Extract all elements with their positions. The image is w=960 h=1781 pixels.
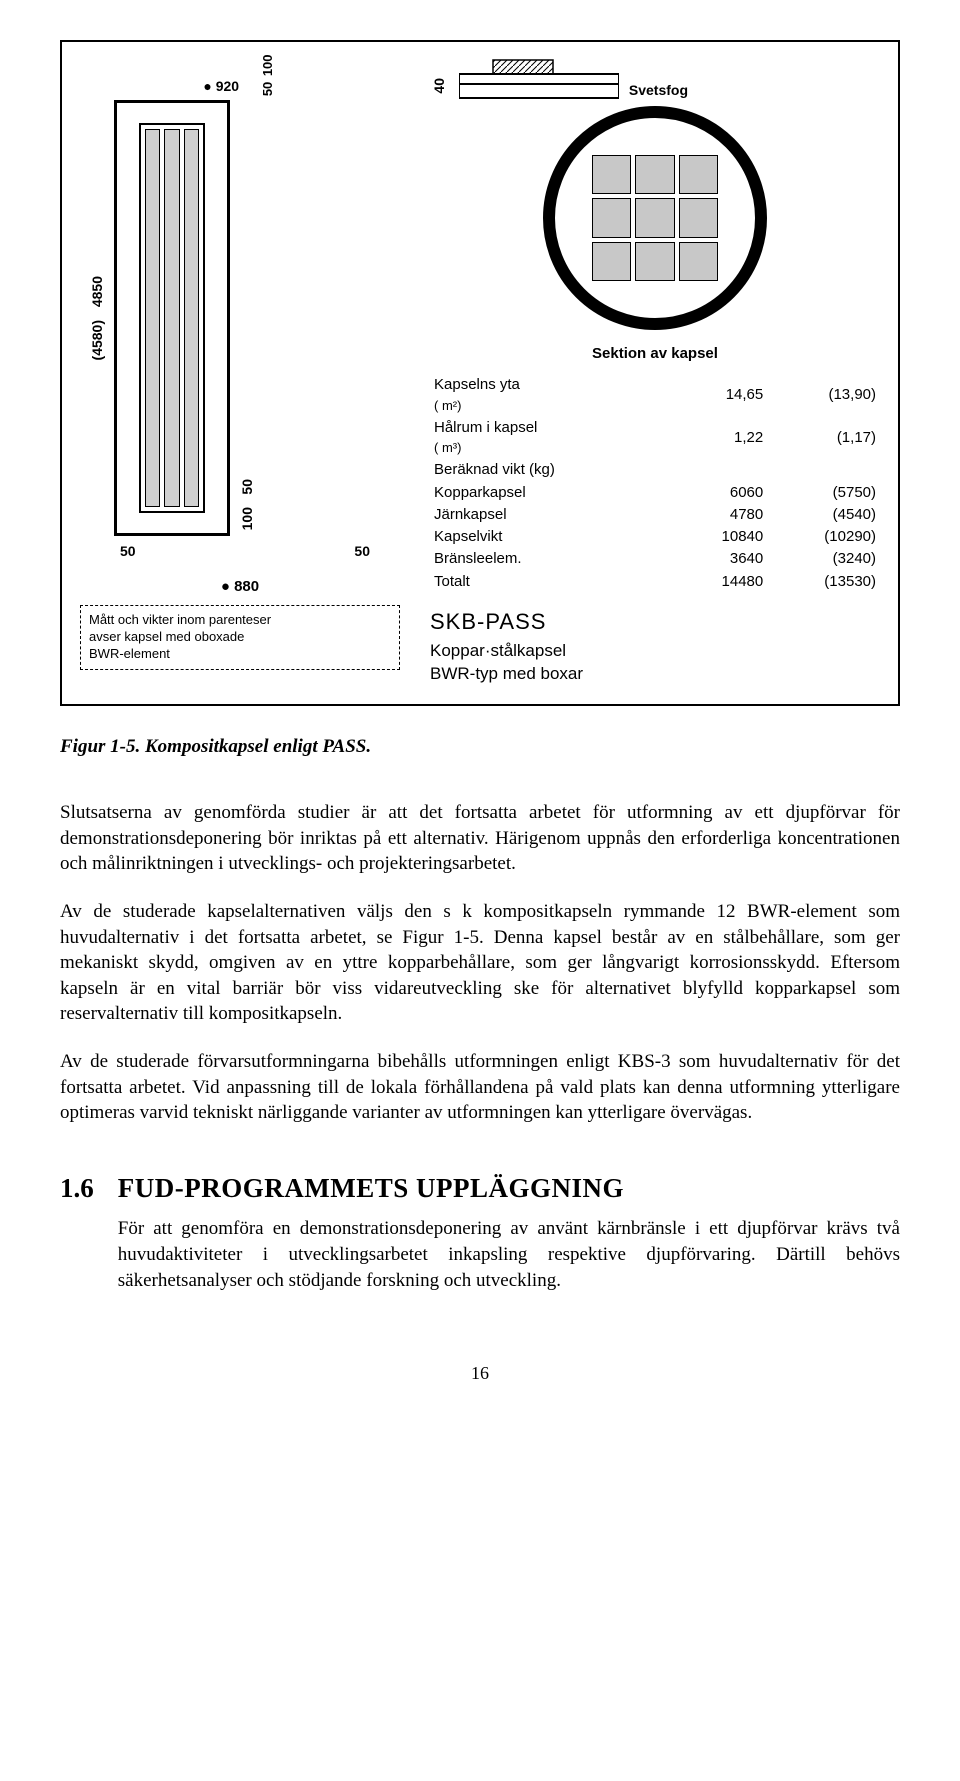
figure-caption: Figur 1-5. Kompositkapsel enligt PASS.	[60, 734, 900, 760]
spec-row: Hålrum i kapsel( m³)1,22(1,17)	[430, 417, 880, 460]
spec-table: Kapselns yta( m²)14,65(13,90)Hålrum i ka…	[430, 374, 880, 593]
dim-4580-paren: (4580)	[88, 320, 107, 360]
spec-value: 6060	[673, 482, 767, 504]
dimension-note: Mått och vikter inom parenteser avser ka…	[80, 605, 400, 670]
spec-value-paren: (4540)	[767, 504, 880, 526]
spec-row: Kapselns yta( m²)14,65(13,90)	[430, 374, 880, 417]
dim-100-top: 100	[259, 54, 277, 76]
spec-value: 14,65	[673, 374, 767, 417]
paragraph-3: Av de studerade förvarsutformningarna bi…	[60, 1049, 900, 1126]
dim-880: ● 880	[80, 577, 400, 597]
spec-value-paren: (10290)	[767, 526, 880, 548]
canister-outline	[114, 100, 230, 536]
spec-label: Hålrum i kapsel( m³)	[430, 417, 673, 460]
fuel-channel	[164, 129, 179, 507]
spec-label: Kopparkapsel	[430, 482, 673, 504]
page-number: 16	[60, 1361, 900, 1385]
spec-value-paren: (13530)	[767, 571, 880, 593]
spec-label: Beräknad vikt (kg)	[430, 459, 673, 481]
spec-row: Beräknad vikt (kg)	[430, 459, 880, 481]
note-line: Mått och vikter inom parenteser	[89, 612, 391, 629]
figure-right-panel: 40 Svetsfog	[430, 54, 880, 686]
section-number: 1.6	[60, 1170, 94, 1206]
spec-value-paren	[767, 459, 880, 481]
paragraph-1: Slutsatserna av genomförda studier är at…	[60, 800, 900, 877]
caption-number: Figur 1-5.	[60, 736, 140, 757]
spec-value: 4780	[673, 504, 767, 526]
spec-row: Järnkapsel4780(4540)	[430, 504, 880, 526]
canister-elevation: ● 920 50 100 4850 (4580)	[80, 54, 400, 670]
weld-detail-sketch	[459, 54, 619, 100]
canister-cross-section	[543, 106, 767, 330]
spec-label: Kapselns yta( m²)	[430, 374, 673, 417]
spec-label: Totalt	[430, 571, 673, 593]
figure-1-5-frame: ● 920 50 100 4850 (4580)	[60, 40, 900, 706]
dim-50-right: 50	[238, 479, 257, 495]
spec-label: Kapselvikt	[430, 526, 673, 548]
section-label: Sektion av kapsel	[430, 344, 880, 364]
caption-text: Kompositkapsel enligt PASS.	[140, 736, 371, 757]
spec-value: 14480	[673, 571, 767, 593]
dim-40: 40	[430, 78, 449, 94]
paragraph-2: Av de studerade kapselalternativen väljs…	[60, 899, 900, 1027]
spec-value: 10840	[673, 526, 767, 548]
fuel-channel	[145, 129, 160, 507]
dim-920: ● 920	[203, 77, 239, 96]
spec-value-paren: (13,90)	[767, 374, 880, 417]
spec-row: Kopparkapsel6060(5750)	[430, 482, 880, 504]
spec-label: Järnkapsel	[430, 504, 673, 526]
section-title: FUD-PROGRAMMETS UPPLÄGGNING	[118, 1170, 900, 1206]
skb-pass-title: SKB-PASS	[430, 607, 880, 637]
paragraph-4: För att genomföra en demonstrationsdepon…	[118, 1216, 900, 1293]
spec-value-paren: (1,17)	[767, 417, 880, 460]
spec-value: 1,22	[673, 417, 767, 460]
spec-value-paren: (3240)	[767, 548, 880, 570]
fuel-channel	[184, 129, 199, 507]
canister-inner	[139, 123, 205, 513]
spec-label: Bränsleelem.	[430, 548, 673, 570]
skb-sub2: BWR-typ med boxar	[430, 663, 880, 686]
spec-row: Totalt14480(13530)	[430, 571, 880, 593]
spec-row: Kapselvikt10840(10290)	[430, 526, 880, 548]
spec-value: 3640	[673, 548, 767, 570]
note-line: BWR-element	[89, 646, 391, 663]
dim-50-bot-r: 50	[354, 542, 370, 561]
skb-sub1: Koppar·stålkapsel	[430, 640, 880, 663]
fuel-grid	[592, 155, 718, 281]
spec-value-paren: (5750)	[767, 482, 880, 504]
dim-100-right: 100	[238, 507, 257, 530]
note-line: avser kapsel med oboxade	[89, 629, 391, 646]
spec-value	[673, 459, 767, 481]
spec-row: Bränsleelem.3640(3240)	[430, 548, 880, 570]
dim-4850: 4850	[88, 276, 107, 307]
dim-50-top-a: 50	[259, 82, 277, 96]
weld-label: Svetsfog	[629, 81, 688, 100]
dim-50-bot-l: 50	[120, 542, 136, 561]
